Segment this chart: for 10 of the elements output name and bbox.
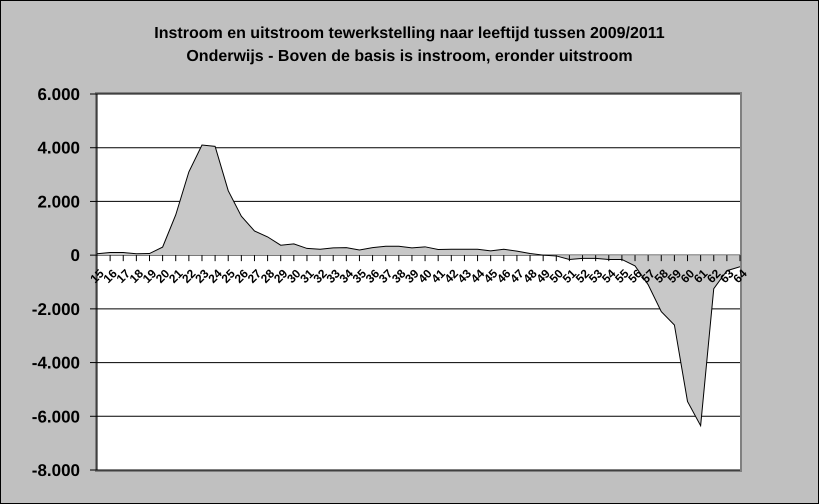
y-tick-label: 6.000	[37, 85, 80, 104]
y-tick-label: -4.000	[32, 354, 80, 373]
chart-title: Instroom en uitstroom tewerkstelling naar leeftijd tussen 2009/2011	[153, 24, 666, 44]
y-tick-label: -2.000	[32, 300, 80, 319]
y-tick-label: 2.000	[37, 192, 80, 212]
y-tick-label: 0	[70, 246, 80, 266]
y-tick-label: -6.000	[32, 407, 80, 426]
y-tick-label: -8.000	[32, 461, 80, 480]
y-tick-label: 4.000	[37, 138, 80, 158]
chart-subtitle: Onderwijs - Boven de basis is instroom, eronder uitstroom	[185, 47, 634, 67]
